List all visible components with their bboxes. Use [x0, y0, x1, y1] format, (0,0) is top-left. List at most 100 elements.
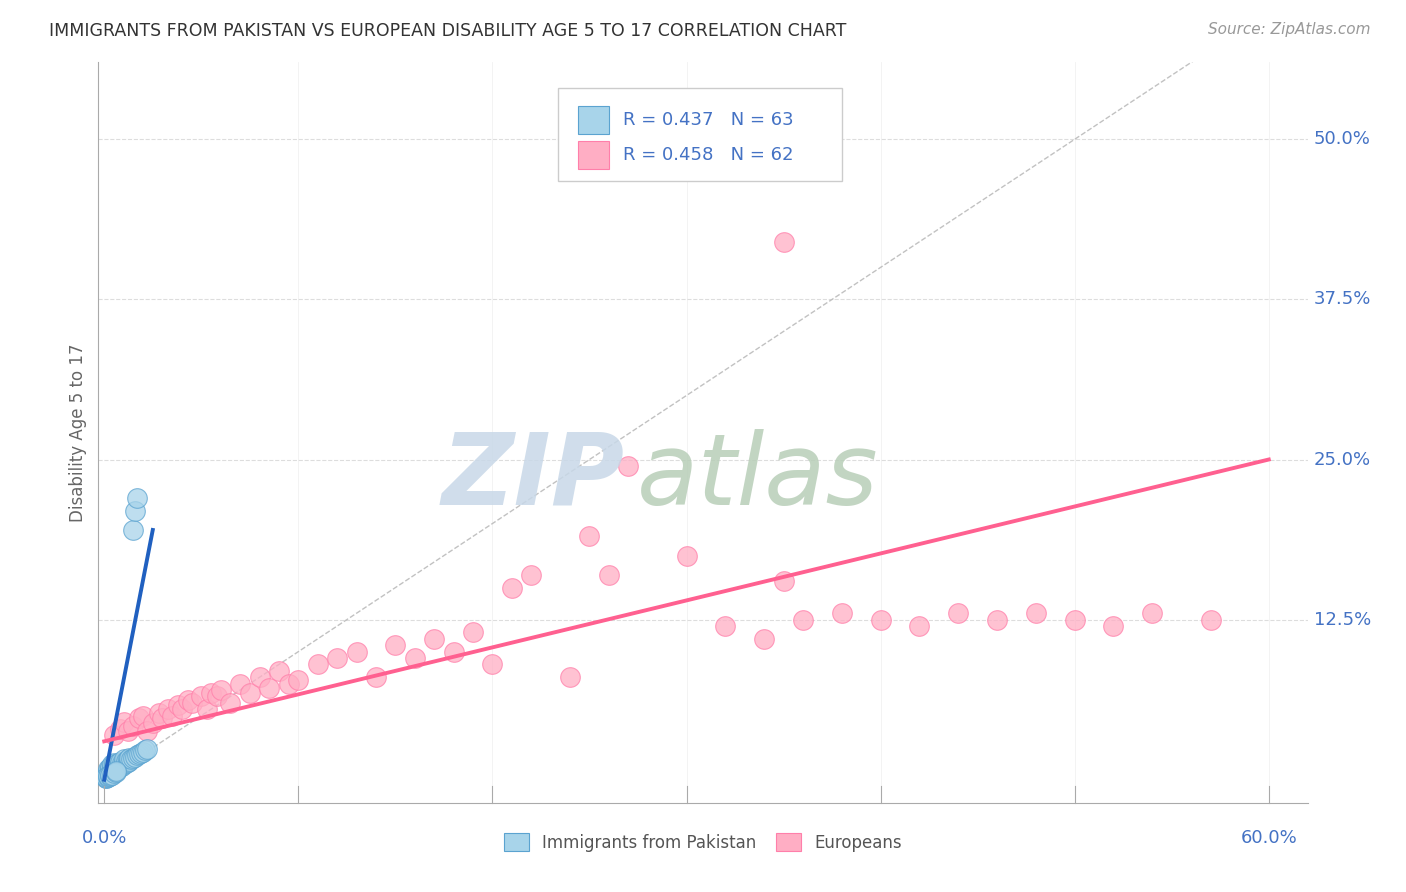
Point	[98, 761, 121, 775]
Text: R = 0.437   N = 63: R = 0.437 N = 63	[623, 112, 794, 129]
Point	[101, 757, 124, 772]
Point	[103, 761, 125, 775]
Point	[98, 769, 121, 783]
Point	[1102, 619, 1125, 633]
Point	[1063, 613, 1085, 627]
Point	[103, 756, 125, 770]
Point	[142, 716, 165, 731]
Text: Source: ZipAtlas.com: Source: ZipAtlas.com	[1208, 22, 1371, 37]
Text: atlas: atlas	[637, 428, 879, 525]
Point	[112, 757, 135, 772]
Point	[101, 760, 124, 774]
Point	[307, 657, 329, 672]
Point	[104, 757, 127, 772]
Point	[101, 763, 124, 777]
Text: 50.0%: 50.0%	[1313, 130, 1371, 148]
Point	[384, 638, 406, 652]
Point	[103, 758, 125, 772]
Point	[128, 747, 150, 761]
Point	[101, 767, 124, 781]
Point	[129, 746, 152, 760]
Point	[249, 670, 271, 684]
Point	[104, 765, 127, 780]
Point	[117, 752, 139, 766]
Point	[277, 676, 299, 690]
Point	[98, 767, 121, 781]
Point	[108, 760, 131, 774]
FancyBboxPatch shape	[558, 88, 842, 181]
Point	[97, 765, 120, 780]
Point	[364, 670, 387, 684]
Point	[481, 657, 503, 672]
Point	[136, 724, 159, 739]
Point	[326, 651, 349, 665]
Point	[176, 693, 198, 707]
Point	[443, 645, 465, 659]
Point	[120, 752, 142, 766]
Legend: Immigrants from Pakistan, Europeans: Immigrants from Pakistan, Europeans	[498, 827, 908, 858]
Point	[152, 711, 174, 725]
Point	[96, 770, 118, 784]
Point	[520, 567, 543, 582]
Point	[752, 632, 775, 646]
Point	[209, 683, 232, 698]
Point	[598, 567, 620, 582]
Point	[948, 606, 970, 620]
Point	[792, 613, 814, 627]
Point	[108, 757, 131, 772]
Point	[180, 696, 202, 710]
Point	[118, 754, 141, 768]
Point	[101, 765, 124, 780]
Point	[98, 760, 121, 774]
Text: 37.5%: 37.5%	[1313, 291, 1371, 309]
Point	[98, 764, 121, 778]
Point	[404, 651, 426, 665]
Point	[97, 764, 120, 778]
Point	[117, 755, 139, 769]
Point	[122, 751, 145, 765]
Text: IMMIGRANTS FROM PAKISTAN VS EUROPEAN DISABILITY AGE 5 TO 17 CORRELATION CHART: IMMIGRANTS FROM PAKISTAN VS EUROPEAN DIS…	[49, 22, 846, 40]
Point	[134, 743, 156, 757]
Text: 12.5%: 12.5%	[1313, 611, 1371, 629]
Point	[103, 766, 125, 780]
Point	[103, 728, 125, 742]
Point	[190, 690, 212, 704]
Point	[104, 763, 127, 777]
Point	[157, 702, 180, 716]
Point	[124, 504, 146, 518]
Point	[219, 696, 242, 710]
Point	[461, 625, 484, 640]
Point	[127, 491, 149, 505]
Point	[675, 549, 697, 563]
Point	[195, 702, 218, 716]
Point	[772, 235, 794, 249]
Point	[132, 708, 155, 723]
Point	[869, 613, 891, 627]
Point	[287, 673, 309, 687]
Point	[136, 742, 159, 756]
Text: ZIP: ZIP	[441, 428, 624, 525]
Point	[104, 760, 127, 774]
Point	[117, 724, 139, 739]
Point	[239, 686, 262, 700]
Point	[205, 690, 228, 704]
Point	[200, 686, 222, 700]
Point	[103, 764, 125, 778]
Point	[831, 606, 853, 620]
Point	[501, 581, 523, 595]
Point	[96, 767, 118, 781]
Point	[127, 748, 149, 763]
Point	[714, 619, 737, 633]
Point	[112, 752, 135, 766]
Text: 60.0%: 60.0%	[1240, 829, 1298, 847]
Point	[124, 749, 146, 764]
Point	[257, 681, 280, 695]
Point	[423, 632, 446, 646]
Point	[97, 769, 120, 783]
Point	[160, 708, 183, 723]
Point	[97, 766, 120, 780]
Point	[96, 772, 118, 786]
Point	[229, 676, 252, 690]
Point	[167, 698, 190, 713]
Point	[104, 764, 127, 778]
